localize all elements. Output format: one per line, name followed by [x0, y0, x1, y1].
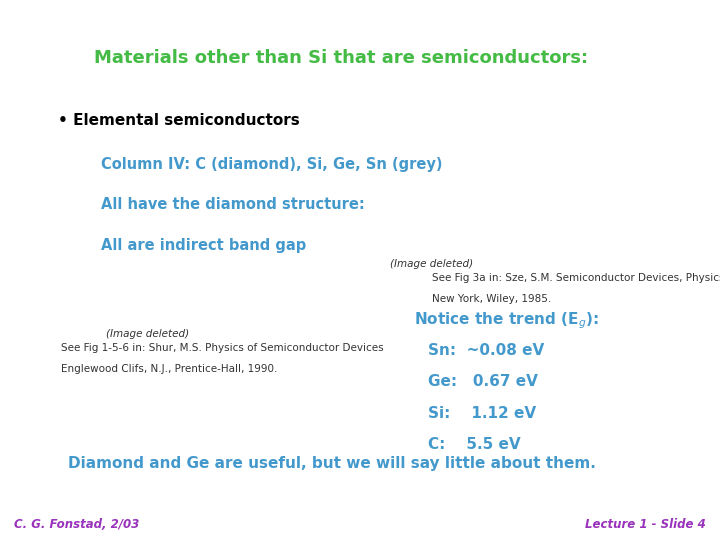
Text: Notice the trend (E$_g$):: Notice the trend (E$_g$):: [414, 310, 599, 331]
Text: Materials other than Si that are semiconductors:: Materials other than Si that are semicon…: [94, 49, 588, 66]
Text: Englewood Clifs, N.J., Prentice-Hall, 1990.: Englewood Clifs, N.J., Prentice-Hall, 19…: [61, 364, 278, 375]
Text: All have the diamond structure:: All have the diamond structure:: [101, 197, 364, 212]
Text: • Elemental semiconductors: • Elemental semiconductors: [58, 113, 300, 129]
Text: All are indirect band gap: All are indirect band gap: [101, 238, 306, 253]
Text: Sn:  ~0.08 eV: Sn: ~0.08 eV: [428, 343, 544, 358]
Text: New York, Wiley, 1985.: New York, Wiley, 1985.: [432, 294, 552, 305]
Text: See Fig 3a in: Sze, S.M. Semiconductor Devices, Physics and Technology: See Fig 3a in: Sze, S.M. Semiconductor D…: [432, 273, 720, 283]
Text: Ge:   0.67 eV: Ge: 0.67 eV: [428, 374, 539, 389]
Text: C:    5.5 eV: C: 5.5 eV: [428, 437, 521, 452]
Text: C. G. Fonstad, 2/03: C. G. Fonstad, 2/03: [14, 518, 140, 531]
Text: Si:    1.12 eV: Si: 1.12 eV: [428, 406, 536, 421]
Text: (Image deleted): (Image deleted): [106, 329, 189, 340]
Text: Lecture 1 - Slide 4: Lecture 1 - Slide 4: [585, 518, 706, 531]
Text: See Fig 1-5-6 in: Shur, M.S. Physics of Semiconductor Devices: See Fig 1-5-6 in: Shur, M.S. Physics of …: [61, 343, 384, 353]
Text: Diamond and Ge are useful, but we will say little about them.: Diamond and Ge are useful, but we will s…: [68, 456, 596, 471]
Text: Column IV: C (diamond), Si, Ge, Sn (grey): Column IV: C (diamond), Si, Ge, Sn (grey…: [101, 157, 442, 172]
Text: (Image deleted): (Image deleted): [390, 259, 474, 269]
